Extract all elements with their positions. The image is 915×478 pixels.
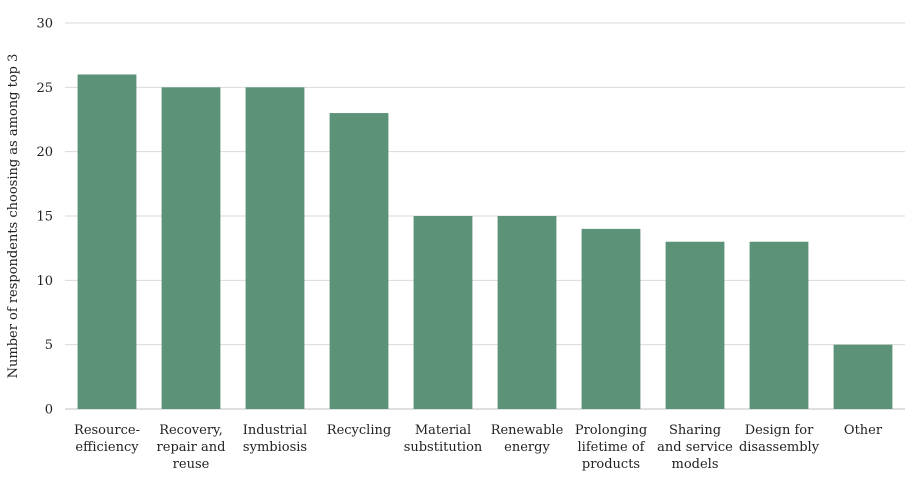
x-category-label: Prolonging lifetime of products (575, 423, 647, 472)
y-tick-label: 10 (36, 274, 53, 289)
bar (245, 87, 305, 409)
x-category-label: Material substitution (404, 423, 483, 455)
y-axis-title: Number of respondents choosing as among … (6, 54, 21, 379)
y-tick-label: 20 (36, 145, 53, 160)
x-axis-category-labels: Resource-efficiency Recovery, repair and re… (74, 423, 883, 472)
y-tick-label: 5 (45, 338, 53, 353)
x-category-label: Recycling (327, 423, 391, 438)
bar (413, 216, 473, 409)
x-category-label-line: models (672, 457, 719, 472)
y-tick-label: 25 (36, 81, 53, 96)
x-category-label-line: Material (415, 423, 471, 438)
x-category-label-line: Design for (745, 423, 814, 438)
x-category-label: Design for disassembly (739, 423, 820, 455)
x-category-label-line: and service (657, 440, 733, 455)
x-category-label: Resource-efficiency (74, 423, 140, 455)
x-category-label: Industrial symbiosis (243, 423, 307, 455)
bar (665, 241, 725, 409)
bar (161, 87, 221, 409)
x-category-label-line: lifetime of (578, 440, 646, 455)
y-axis-ticks: 0 5 10 15 20 25 30 (36, 17, 53, 418)
bar (833, 344, 893, 409)
bars (77, 74, 893, 410)
x-category-label-line: reuse (173, 457, 210, 472)
bar (77, 74, 137, 409)
x-category-label-line: Prolonging (575, 423, 647, 438)
x-category-label-line: disassembly (739, 440, 820, 455)
x-category-label-line: Recycling (327, 423, 391, 438)
y-tick-label: 15 (36, 210, 53, 225)
x-category-label-line: symbiosis (243, 440, 307, 455)
x-category-label-line: energy (504, 440, 550, 455)
x-category-label-line: Resource- (74, 423, 140, 438)
x-category-label-line: efficiency (75, 440, 139, 455)
x-category-label-line: Other (844, 423, 883, 438)
x-category-label-line: Recovery, (159, 423, 223, 438)
x-category-label: Recovery, repair and reuse (157, 423, 226, 472)
y-tick-label: 30 (36, 17, 53, 32)
x-category-label-line: Sharing (669, 423, 721, 438)
bar (581, 228, 641, 409)
x-category-label-line: products (582, 457, 640, 472)
x-category-label: Sharing and service models (657, 423, 733, 472)
x-category-label: Other (844, 423, 883, 438)
y-tick-label: 0 (45, 403, 53, 418)
x-category-label: Renewable energy (491, 423, 564, 455)
x-category-label-line: Renewable (491, 423, 564, 438)
bar (497, 216, 557, 409)
bar (749, 241, 809, 409)
bar (329, 113, 389, 410)
x-category-label-line: Industrial (243, 423, 307, 438)
x-category-label-line: repair and (157, 440, 226, 455)
x-category-label-line: substitution (404, 440, 483, 455)
